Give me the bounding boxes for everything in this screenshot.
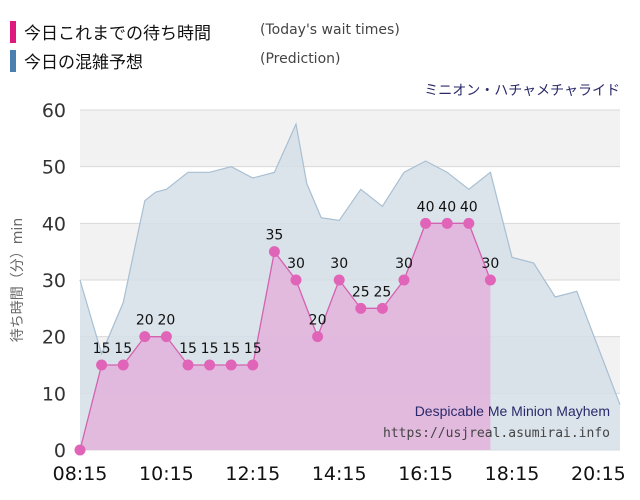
x-tick-label: 10:15 [139,463,194,485]
plot-band [80,110,620,167]
today-point [117,359,129,371]
y-tick-label: 60 [42,100,66,122]
legend-label-today: 今日これまでの待ち時間 [24,24,211,44]
y-tick-label: 30 [42,270,66,292]
data-label: 15 [201,341,219,357]
today-point [247,359,259,371]
x-tick-label: 16:15 [398,463,453,485]
today-point [398,274,410,286]
legend-swatch-today [10,21,16,43]
data-label: 20 [157,313,175,329]
legend-label-today-en: (Today's wait times) [260,22,400,38]
attraction-name-en: Despicable Me Minion Mayhem [415,403,610,419]
today-point [376,302,388,314]
source-url: https://usjreal.asumirai.info [383,426,610,441]
today-point [290,274,302,286]
today-point [268,246,280,258]
data-label: 20 [309,313,327,329]
data-label: 15 [244,341,262,357]
today-point [182,359,194,371]
x-tick-label: 18:15 [485,463,540,485]
data-label: 15 [93,341,111,357]
y-axis-label: 待ち時間（分）min [10,218,26,342]
chart-legend: 今日これまでの待ち時間 (Today's wait times) 今日の混雑予想… [0,0,640,110]
legend-label-prediction-en: (Prediction) [260,51,341,67]
x-tick-label: 08:15 [53,463,108,485]
today-point [312,331,324,343]
today-area [80,223,491,450]
today-point [160,331,172,343]
data-label: 25 [352,284,370,300]
today-point [333,274,345,286]
x-tick-label: 14:15 [312,463,367,485]
x-tick-label: 20:15 [571,463,626,485]
y-tick-label: 20 [42,327,66,349]
y-tick-label: 40 [42,213,66,235]
today-point [355,302,367,314]
data-label: 30 [287,256,305,272]
x-tick-label: 12:15 [225,463,280,485]
today-point [225,359,237,371]
data-label: 30 [395,256,413,272]
data-label: 30 [481,256,499,272]
attraction-name-ja: ミニオン・ハチャメチャライド [424,83,620,99]
today-point [463,217,475,229]
y-tick-label: 50 [42,157,66,179]
data-label: 40 [417,199,435,215]
y-tick-label: 0 [54,440,66,462]
data-label: 20 [136,313,154,329]
today-point [420,217,432,229]
legend-label-prediction: 今日の混雑予想 [24,53,143,73]
today-point [204,359,216,371]
data-label: 15 [179,341,197,357]
data-label: 15 [114,341,132,357]
data-label: 35 [265,228,283,244]
today-point [484,274,496,286]
y-tick-label: 10 [42,383,66,405]
today-series [74,217,496,456]
today-point [441,217,453,229]
data-label: 25 [373,284,391,300]
data-label: 40 [438,199,456,215]
data-label: 15 [222,341,240,357]
axes: 0 10 20 30 40 50 60 08:15 10:15 12:15 14:15 16:15 18… [42,100,626,485]
data-label: 40 [460,199,478,215]
today-point [96,359,108,371]
today-point [74,444,86,456]
today-point [139,331,151,343]
data-label: 30 [330,256,348,272]
legend-swatch-prediction [10,50,16,72]
prediction-line [79,122,621,405]
